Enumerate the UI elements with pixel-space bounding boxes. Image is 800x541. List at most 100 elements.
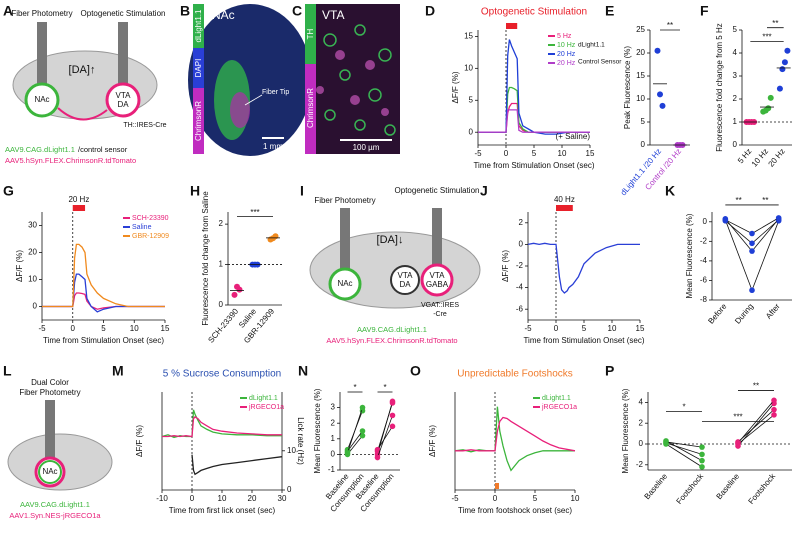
significance-label: **: [667, 21, 673, 30]
y-tick-label: 5: [469, 95, 474, 104]
data-point: [771, 412, 777, 418]
pair-line: [347, 407, 363, 453]
data-point: [654, 47, 661, 54]
data-point: [699, 444, 705, 450]
legend-label: 10 Hz: [557, 42, 576, 49]
significance-label: ***: [250, 208, 259, 217]
panel-letter: L: [3, 363, 12, 379]
label: AAV9.CAG.dLight1.1: [5, 145, 75, 154]
y-tick-label: 15: [464, 31, 473, 40]
y-tick-label: -4: [700, 256, 708, 265]
y-tick-label: 0: [641, 140, 646, 149]
data-point: [776, 85, 783, 92]
pair-line: [725, 219, 753, 234]
significance-label: **: [762, 196, 768, 205]
vta-gaba-region: [420, 263, 454, 297]
vta-region: [105, 82, 141, 118]
label: AAV9.CAG.dLight1.1: [20, 500, 90, 509]
panel-letter: A: [3, 3, 13, 19]
significance-label: ***: [733, 413, 742, 422]
y-axis-label: Fluorescence fold change from Saline: [201, 191, 210, 326]
legend-label: 20 Hz: [557, 51, 576, 58]
legend-label: 5 Hz: [557, 33, 572, 40]
series-line: [478, 109, 590, 133]
fiber: [45, 400, 55, 460]
y-tick-label: 0: [331, 450, 336, 459]
data-point: [374, 446, 381, 453]
pair-line: [737, 403, 775, 447]
x-tick-label: 0: [71, 324, 76, 333]
tissue: [188, 4, 312, 156]
chrimson-signal: [230, 92, 250, 128]
label: Fiber Photometry: [19, 388, 80, 397]
fiber: [340, 208, 350, 270]
label: VTA: [116, 91, 132, 100]
x-tick-label: Footshock: [747, 471, 778, 506]
image-c: TH ChrimsonR VTA 100 µm: [305, 4, 400, 154]
data-point: [771, 406, 777, 413]
y2-tick-label: 10: [287, 446, 296, 455]
pair-line: [751, 220, 780, 291]
y-tick-label: -6: [516, 304, 524, 313]
pair-line: [665, 442, 703, 455]
panel-letter: H: [190, 183, 200, 199]
y-tick-label: 2: [331, 418, 336, 427]
y-tick-label: 0: [733, 140, 738, 149]
y-axis-label: ΔF/F (%): [451, 71, 460, 103]
stimulus-label: 20 Hz: [68, 195, 89, 204]
pair-line: [665, 441, 703, 448]
y-tick-label: 10: [28, 275, 37, 284]
panel-letter: E: [605, 3, 614, 19]
series-line: [162, 416, 282, 438]
label: -Cre: [433, 311, 447, 318]
x-axis-label: Time from Stimulation Onset (sec): [43, 336, 164, 345]
pointer: [244, 94, 263, 106]
label: DAPI: [194, 59, 203, 78]
data-point: [781, 59, 788, 66]
y2-tick-label: 0: [287, 485, 292, 494]
panel-letter: B: [180, 3, 190, 19]
series-line: [454, 406, 575, 472]
label: dLight1.1: [194, 9, 203, 42]
label: NAc: [42, 467, 57, 476]
fiber: [432, 208, 442, 266]
data-point: [389, 412, 396, 419]
label: TH: [306, 28, 315, 39]
y-tick-label: -8: [700, 295, 708, 304]
label: TH::IRES-Cre: [123, 122, 166, 129]
x-tick-label: During: [733, 302, 755, 326]
data-point: [699, 457, 705, 464]
y-tick-label: 5: [733, 25, 738, 34]
x-axis-label: Time from Stimulation Onset (sec): [473, 161, 594, 170]
data-point: [784, 47, 791, 54]
y-tick-label: 0: [519, 240, 524, 249]
nac-region: [328, 267, 362, 301]
legend-group: Control Sensor: [578, 59, 622, 66]
series-line: [527, 242, 640, 294]
series-line: [161, 409, 282, 439]
x-tick-label: -5: [451, 494, 459, 503]
x-tick-label: 10: [571, 494, 580, 503]
data-point: [272, 233, 279, 240]
schematic-a: Fiber Photometry Optogenetic Stimulation…: [5, 9, 167, 165]
pair-line: [725, 220, 753, 244]
panel-letter: F: [700, 3, 709, 19]
x-tick-label: Before: [706, 301, 728, 325]
x-tick-label: 0: [190, 494, 195, 503]
x-tick-label: -10: [156, 494, 168, 503]
y-tick-label: 0: [469, 127, 474, 136]
data-point: [699, 464, 705, 470]
legend-group: dLight1.1: [578, 42, 605, 49]
panel-letter: K: [665, 183, 675, 199]
pair-line: [377, 415, 393, 458]
y-tick-label: 0: [33, 302, 38, 311]
cells: [316, 50, 389, 116]
data-point: [389, 423, 396, 430]
stimulus-label: 40 Hz: [554, 195, 575, 204]
stimulus-bar: [556, 205, 573, 211]
data-point: [359, 432, 366, 439]
label: ChrimsonR: [306, 88, 315, 128]
y-tick-label: 20: [28, 248, 37, 257]
significance-label: *: [682, 403, 685, 412]
label: [DA]↓: [377, 234, 404, 246]
